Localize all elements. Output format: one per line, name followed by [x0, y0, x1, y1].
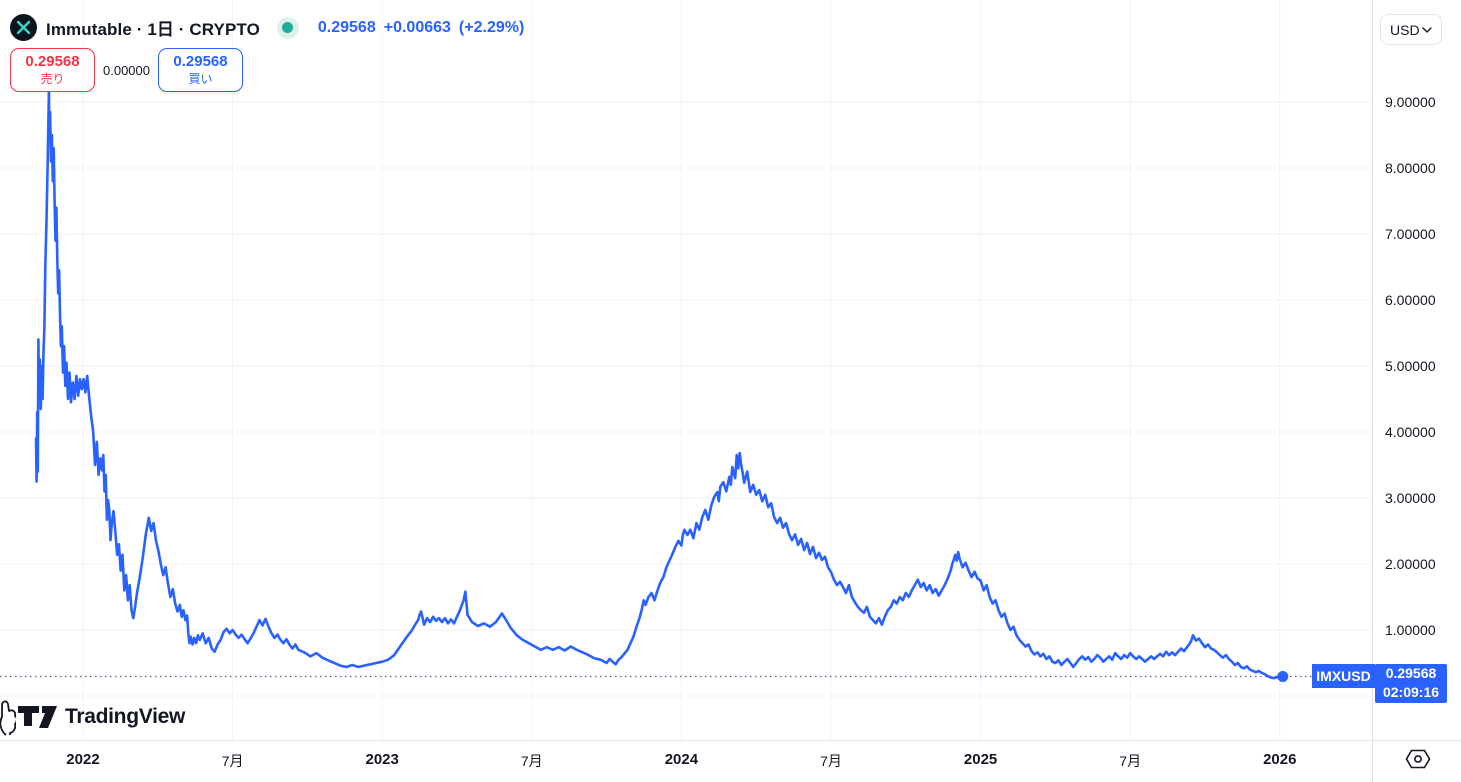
tradingview-logo-icon	[18, 706, 57, 728]
price-tick-label: 2.00000	[1385, 555, 1436, 572]
sell-label: 売り	[40, 71, 65, 86]
price-tick-label: 1.00000	[1385, 621, 1436, 638]
sell-button[interactable]: 0.29568 売り	[10, 48, 95, 92]
bar-countdown: 02:09:16	[1382, 684, 1440, 701]
sell-price: 0.29568	[25, 53, 80, 71]
time-axis[interactable]: 2022 7月 2023 7月 2024 7月 2025 7月 2026	[0, 740, 1461, 782]
time-tick-label: 7月	[520, 753, 543, 769]
price-tick-label: 8.00000	[1385, 160, 1436, 176]
spread-value: 0.00000	[103, 62, 150, 78]
price-tick-label: 5.00000	[1385, 358, 1436, 374]
price-scale-settings-icon[interactable]	[1404, 747, 1432, 776]
price-tick-label: 9.00000	[1385, 94, 1436, 110]
time-tick-label: 2025	[963, 751, 998, 768]
tradingview-logo-text: TradingView	[65, 705, 186, 728]
price-tick-label: 4.00000	[1385, 423, 1436, 440]
time-tick-label: 7月	[221, 753, 244, 769]
buy-button[interactable]: 0.29568 買い	[158, 48, 243, 92]
market-status-icon	[282, 22, 294, 33]
currency-value: USD	[1390, 21, 1420, 38]
time-tick-label: 2023	[365, 751, 399, 768]
last-price-dot	[1277, 671, 1289, 682]
chevron-down-icon	[1422, 26, 1432, 33]
price-series-line	[34, 90, 1285, 680]
time-tick-label: 2022	[66, 751, 100, 768]
axis-corner-separator	[1372, 741, 1373, 782]
price-chart-plot[interactable]	[0, 0, 1372, 740]
time-tick-label: 2024	[664, 751, 699, 768]
last-price: 0.29568	[317, 18, 376, 36]
market-status-halo	[276, 16, 299, 39]
time-tick-label: 2026	[1263, 751, 1297, 768]
series-ticker-label[interactable]: IMXUSD	[1312, 664, 1375, 689]
header-quote: 0.29568 +0.00663 (+2.29%)	[318, 19, 524, 37]
price-tick-label: 7.00000	[1385, 226, 1436, 242]
footer-brand[interactable]: TradingView	[0, 698, 185, 736]
chart-area[interactable]: IMXUSD	[0, 0, 1375, 740]
symbol-title[interactable]: Immutable · 1日 · CRYPTO	[46, 20, 260, 39]
price-tick-label: 6.00000	[1385, 292, 1436, 308]
symbol-header: Immutable · 1日 · CRYPTO 0.29568 +0.00663…	[10, 14, 524, 41]
time-tick-label: 7月	[1119, 753, 1142, 769]
price-axis[interactable]: 1.00000 2.00000 3.00000 4.00000 5.00000 6.000…	[1372, 0, 1461, 740]
price-tick-label: 3.00000	[1385, 489, 1436, 506]
price-change: +0.00663	[383, 18, 451, 36]
price-change-pct: (+2.29%)	[458, 18, 525, 36]
immutable-logo-icon	[10, 14, 37, 41]
axis-last-price: 0.29568	[1385, 665, 1437, 682]
last-price-axis-badge[interactable]: 0.29568 02:09:16	[1375, 663, 1447, 703]
trade-button-row: 0.29568 売り 0.00000 0.29568 買い	[10, 48, 243, 92]
buy-label: 買い	[188, 71, 213, 86]
cursor-hand-icon	[0, 700, 16, 736]
buy-price: 0.29568	[173, 53, 228, 71]
currency-dropdown[interactable]: USD	[1380, 14, 1442, 45]
time-tick-label: 7月	[820, 753, 842, 769]
